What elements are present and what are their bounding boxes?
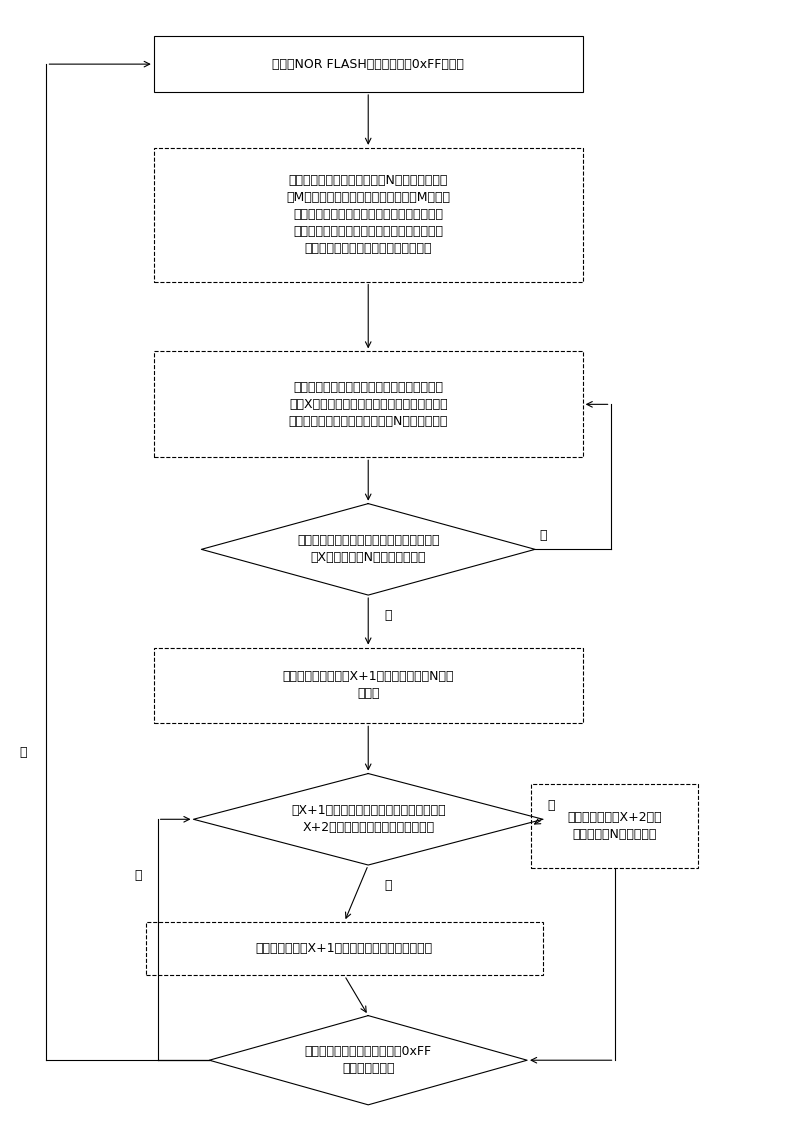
Text: 检测到不同商品资料的数据有0xFF
存储单元相隔？: 检测到不同商品资料的数据有0xFF 存储单元相隔？ — [305, 1045, 432, 1075]
Bar — [531, 785, 698, 868]
Bar — [154, 148, 582, 281]
Text: 是: 是 — [134, 869, 142, 881]
Text: 否: 否 — [19, 745, 26, 759]
Bar — [154, 648, 582, 723]
Polygon shape — [210, 1016, 527, 1105]
Bar — [154, 36, 582, 92]
Bar — [146, 921, 543, 975]
Text: 是: 是 — [384, 609, 392, 622]
Text: 将数据存储在第X+2条数
据记录的第N个存储单元: 将数据存储在第X+2条数 据记录的第N个存储单元 — [567, 810, 662, 841]
Text: 将数据存储在第X+1条数据记录的前一个存储单元: 将数据存储在第X+1条数据记录的前一个存储单元 — [256, 942, 433, 955]
Text: 当某种商品资料对应的库存数据已经存储到
第X条记录的第N个存储单元时？: 当某种商品资料对应的库存数据已经存储到 第X条记录的第N个存储单元时？ — [297, 535, 439, 564]
Bar — [154, 351, 582, 457]
Text: 否: 否 — [547, 799, 554, 813]
Text: 第X+1条数据记录剩余的存储单元数大于第
X+2条数据记录剩余的存储单元数？: 第X+1条数据记录剩余的存储单元数大于第 X+2条数据记录剩余的存储单元数？ — [291, 804, 446, 834]
Text: 每种商品资料及库存数据预留N个存储单元，这
样M种商品资料及库存数据形成等长的M条数据
记录，其中，每条数据记录的第一个储存单元
存放商品资料，第二个存储单元存: 每种商品资料及库存数据预留N个存储单元，这 样M种商品资料及库存数据形成等长的M… — [286, 174, 450, 256]
Text: 当某种商品资料对应的库存数据发生变化，则
在第X条记录的第三个存储单元存放变化后的库
存数据，依次类推直至存储到第N个存储单元；: 当某种商品资料对应的库存数据发生变化，则 在第X条记录的第三个存储单元存放变化后… — [289, 381, 448, 428]
Polygon shape — [194, 773, 543, 865]
Text: 库存数据将存储在第X+1条数据记录的第N个存
储单元: 库存数据将存储在第X+1条数据记录的第N个存 储单元 — [282, 670, 454, 701]
Text: 将整页NOR FLASH存储器擦除为0xFF状态；: 将整页NOR FLASH存储器擦除为0xFF状态； — [272, 57, 464, 71]
Text: 是: 是 — [384, 879, 392, 891]
Text: 否: 否 — [539, 529, 546, 543]
Polygon shape — [202, 503, 535, 595]
